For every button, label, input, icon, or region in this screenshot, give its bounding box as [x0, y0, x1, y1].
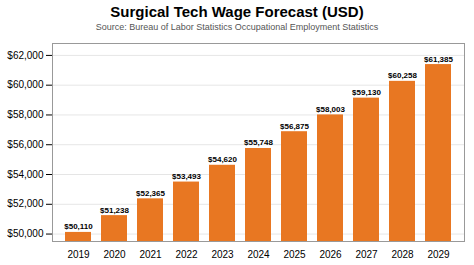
svg-text:2020: 2020 [103, 249, 126, 260]
svg-text:$61,385: $61,385 [424, 55, 453, 64]
svg-text:$56,000: $56,000 [7, 139, 44, 150]
svg-text:2023: 2023 [211, 249, 234, 260]
svg-text:$50,000: $50,000 [7, 228, 44, 239]
svg-text:$56,875: $56,875 [280, 122, 309, 131]
svg-text:$58,000: $58,000 [7, 109, 44, 120]
svg-text:$59,130: $59,130 [352, 88, 381, 97]
html-text:Surgical Tech Wage Forecast (U: Surgical Tech Wage Forecast (USD) [110, 3, 364, 20]
svg-text:2024: 2024 [247, 249, 270, 260]
svg-text:2029: 2029 [427, 249, 450, 260]
svg-text:$60,000: $60,000 [7, 79, 44, 90]
html-text:Source: Bureau of Labor Statis: Source: Bureau of Labor Statistics Occup… [95, 22, 379, 32]
svg-text:$52,000: $52,000 [7, 198, 44, 209]
svg-text:$60,258: $60,258 [388, 71, 417, 80]
svg-text:$52,365: $52,365 [136, 189, 165, 198]
svg-text:$62,000: $62,000 [7, 50, 44, 61]
svg-text:$53,493: $53,493 [172, 172, 201, 181]
svg-text:$55,748: $55,748 [244, 138, 273, 147]
svg-text:2021: 2021 [139, 249, 162, 260]
svg-text:2026: 2026 [319, 249, 342, 260]
svg-text:2027: 2027 [355, 249, 378, 260]
svg-text:$50,110: $50,110 [64, 222, 93, 231]
svg-text:$51,238: $51,238 [100, 206, 129, 215]
svg-text:2022: 2022 [175, 249, 198, 260]
svg-text:2025: 2025 [283, 249, 306, 260]
svg-text:$54,000: $54,000 [7, 169, 44, 180]
svg-text:2019: 2019 [67, 249, 90, 260]
svg-text:$54,620: $54,620 [208, 155, 237, 164]
svg-text:2028: 2028 [391, 249, 414, 260]
svg-text:$58,003: $58,003 [316, 105, 345, 114]
